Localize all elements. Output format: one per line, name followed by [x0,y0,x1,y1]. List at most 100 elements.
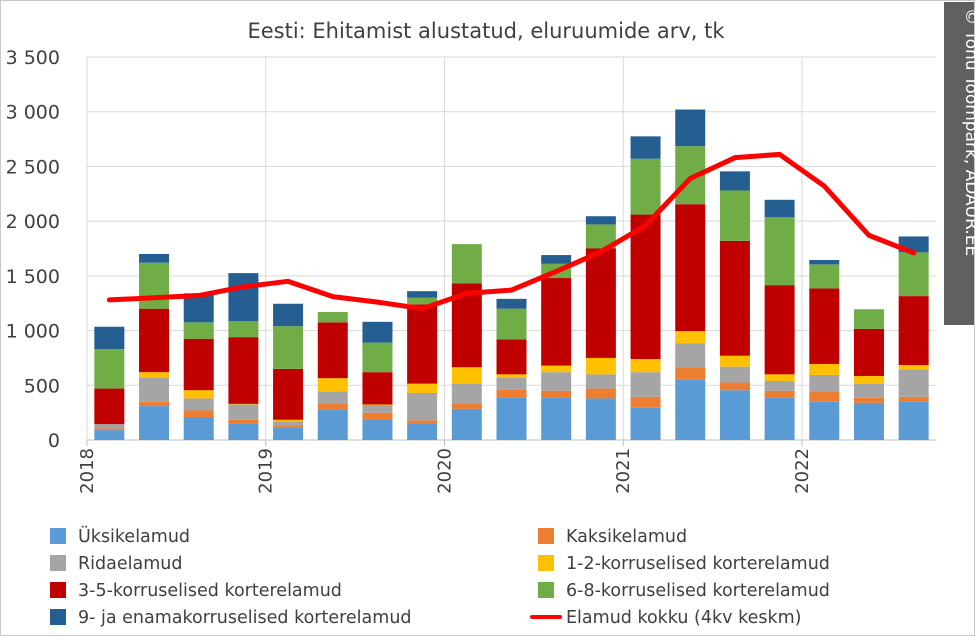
bar-segment [273,419,304,422]
bar-segment [451,383,482,404]
bar-segment [719,390,750,440]
bar-segment [853,375,884,384]
bar-segment [317,311,348,323]
bar-stacks [94,109,929,440]
bar-segment [183,322,214,339]
average-line [106,151,917,312]
x-tick-label: 2020 [434,448,455,494]
bar-segment [407,297,438,305]
bar-segment [809,374,840,392]
bar-segment [630,214,661,360]
legend-label: Kaksikelamud [566,527,687,547]
legend-swatch [50,609,66,625]
bar-segment [496,308,527,340]
bar-segment [273,425,304,428]
bar-segment [675,109,706,147]
bar-segment [139,308,170,373]
bar-segment [853,383,884,398]
bar-segment [139,406,170,440]
x-axis-year-labels: 2018 2019 2020 2021 2022 [77,448,813,494]
bar-segment [451,403,482,409]
y-tick-label: 1 500 [6,266,60,288]
x-tick-label: 2018 [77,448,98,494]
bar-segment [228,423,259,440]
bar-segment [273,326,304,369]
chart-title: Eesti: Ehitamist alustatud, eluruumide a… [247,19,725,43]
bar-segment [585,388,616,399]
bar-segment [585,357,616,375]
bar-segment [853,309,884,329]
bar-segment [228,404,259,420]
bar-segment [809,264,840,289]
bar-segment [541,365,572,373]
y-tick-label: 500 [24,375,60,397]
bar-segment [139,377,170,402]
bar-segment [675,204,706,332]
bar-segment [898,401,929,440]
legend-label: 9- ja enamakorruselised korterelamud [78,608,412,628]
legend-swatch [538,555,554,571]
x-tick-label: 2022 [792,448,813,494]
bar-segment [764,397,795,440]
bar-segment [809,391,840,402]
bar-segment [764,380,795,391]
bar-segment [853,328,884,376]
bar-segment [719,382,750,391]
bar-segment [139,253,170,263]
bar-segment [94,424,125,429]
bar-segment [273,427,304,440]
bar-segment [585,216,616,225]
average-line-group [106,151,917,312]
bar-segment [273,421,304,426]
bar-segment [764,374,795,381]
bar-segment [228,403,259,405]
bar-segment [630,136,661,159]
bar-segment [94,326,125,350]
y-tick-label: 2 500 [6,156,60,178]
bar-segment [585,248,616,358]
bar-segment [809,259,840,265]
y-tick-label: 3 000 [6,102,60,124]
x-tick-label: 2021 [613,448,634,494]
bar-segment [764,199,795,218]
legend-label: 1-2-korruselised korterelamud [566,554,830,574]
bar-segment [898,369,929,397]
bar-segment [496,339,527,375]
bar-segment [407,291,438,298]
bar-segment [228,273,259,322]
bar-segment [317,378,348,392]
y-axis-tick-labels: 0 500 1 000 1 500 2 000 2 500 3 000 3 500 [6,47,60,452]
x-tick-label: 2019 [256,448,277,494]
bar-segment [451,244,482,284]
bar-segment [541,397,572,440]
bar-segment [362,412,393,420]
bar-segment [541,255,572,264]
bar-segment [630,396,661,408]
bar-segment [898,252,929,297]
legend-label: Elamud kokku (4kv keskm) [566,608,801,628]
bar-segment [630,359,661,373]
bar-segment [407,383,438,393]
bar-segment [362,321,393,343]
bar-segment [496,377,527,390]
bar-segment [317,322,348,379]
bar-segment [719,366,750,383]
y-tick-label: 1 000 [6,321,60,343]
bar-segment [407,392,438,421]
bar-segment [898,296,929,366]
legend-label: Ridaelamud [78,554,182,574]
legend-swatch [50,555,66,571]
bar-segment [764,285,795,375]
bar-segment [898,396,929,402]
bar-segment [273,368,304,420]
bar-segment [719,171,750,191]
bar-segment [496,298,527,309]
bar-segment [362,342,393,373]
bar-segment [228,419,259,424]
legend-swatch [50,528,66,544]
bar-segment [228,321,259,338]
bar-segment [809,401,840,440]
bar-segment [630,158,661,215]
bar-segment [273,303,304,327]
y-tick-label: 3 500 [6,47,60,69]
